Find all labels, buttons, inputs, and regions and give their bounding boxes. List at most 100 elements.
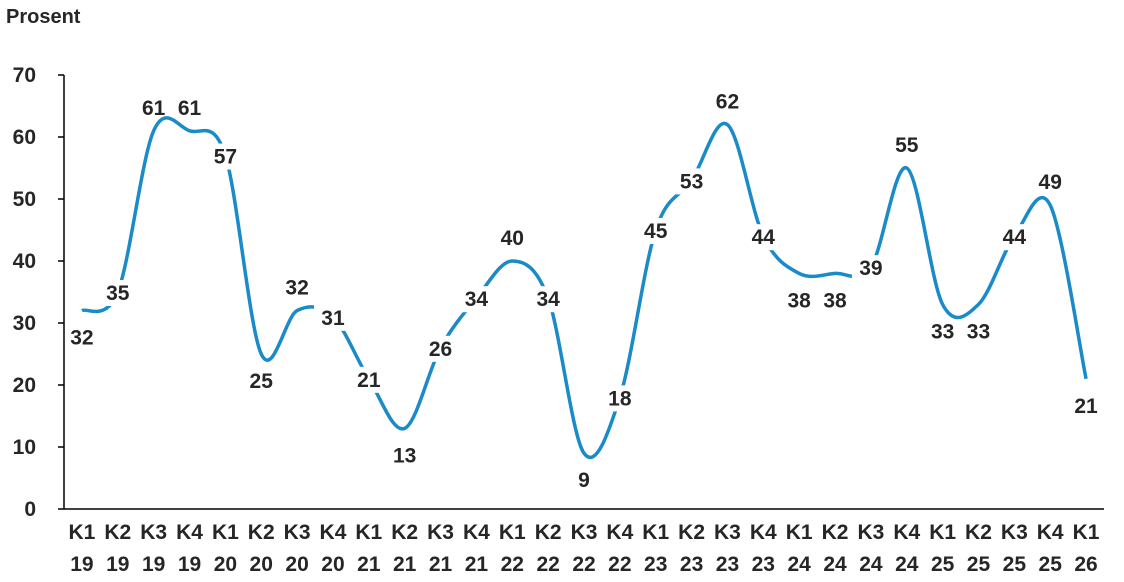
- x-tick-label-quarter: K2: [104, 521, 131, 544]
- data-label: 39: [859, 257, 882, 280]
- y-tick-labels: 0 10 20 30 40 50 60 70: [13, 64, 36, 521]
- data-label-bg: [529, 286, 568, 313]
- data-label: 44: [752, 226, 776, 249]
- y-tick-label: 10: [13, 436, 36, 459]
- data-label-bg: [995, 224, 1034, 251]
- x-tick-label-quarter: K2: [822, 521, 849, 544]
- x-tick-label-quarter: K1: [212, 521, 239, 544]
- data-label: 33: [967, 320, 990, 343]
- x-tick-label-year: 19: [178, 553, 201, 576]
- x-tick-label-year: 25: [1003, 553, 1027, 576]
- series-line: [81, 116, 1088, 460]
- x-tick-label-quarter: K1: [929, 521, 956, 544]
- x-tick-label-year: 21: [429, 553, 453, 576]
- data-label: 53: [680, 170, 703, 193]
- data-label: 32: [70, 327, 93, 350]
- x-tick-label-year: 25: [1039, 553, 1063, 576]
- x-tick-label-quarter: K1: [786, 521, 813, 544]
- x-tick-label-quarter: K2: [248, 521, 275, 544]
- x-tick-label-quarter: K4: [176, 521, 203, 544]
- data-label: 9: [578, 469, 590, 492]
- axes: [58, 74, 1104, 510]
- x-tick-label-quarter: K4: [893, 521, 920, 544]
- x-tick-label-quarter: K4: [606, 521, 633, 544]
- data-label-bg: [206, 143, 245, 170]
- data-label: 35: [106, 282, 130, 305]
- y-tick-label: 50: [13, 188, 36, 211]
- x-tick-label-year: 19: [70, 553, 93, 576]
- data-label-bg: [672, 168, 711, 195]
- x-tick-label-quarter: K3: [571, 521, 598, 544]
- y-tick-label: 30: [13, 312, 36, 335]
- data-label-bg: [600, 385, 639, 412]
- x-tick-label-year: 20: [214, 553, 237, 576]
- x-tick-label-quarter: K4: [1037, 521, 1064, 544]
- x-tick-label-year: 21: [393, 553, 417, 576]
- x-tick-label-year: 19: [142, 553, 165, 576]
- y-axis-title: Prosent: [6, 6, 81, 28]
- data-label-bg: [851, 255, 890, 282]
- data-label: 57: [214, 146, 237, 169]
- x-tick-label-quarter: K3: [140, 521, 167, 544]
- data-label: 38: [823, 289, 847, 312]
- x-tick-label-year: 20: [285, 553, 308, 576]
- data-label: 45: [644, 220, 668, 243]
- data-label: 38: [787, 289, 811, 312]
- data-labels: 32 35 61 61 57 25 32 31 21 13 26 34 40 34 9 18 45 53 62 44 3…: [70, 91, 1098, 493]
- x-tick-label-year: 25: [931, 553, 955, 576]
- x-tick-label-year: 22: [572, 553, 595, 576]
- x-tick-label-year: 22: [501, 553, 524, 576]
- x-tick-label-year: 24: [787, 553, 811, 576]
- data-label-bg: [421, 335, 460, 362]
- x-tick-label-year: 26: [1074, 553, 1097, 576]
- data-label: 31: [321, 307, 345, 330]
- data-label: 61: [178, 97, 202, 120]
- x-tick-label-quarter: K1: [355, 521, 382, 544]
- data-label: 21: [357, 369, 381, 392]
- x-tick-label-quarter: K1: [69, 521, 96, 544]
- x-tick-label-quarter: K1: [1073, 521, 1100, 544]
- x-tick-label-quarter: K3: [857, 521, 884, 544]
- data-label-bg: [744, 224, 783, 251]
- x-tick-label-quarter: K4: [320, 521, 347, 544]
- x-tick-label-year: 20: [250, 553, 273, 576]
- x-tick-label-year: 22: [536, 553, 559, 576]
- data-label: 21: [1074, 395, 1098, 418]
- data-label: 18: [608, 387, 632, 410]
- x-tick-label-year: 21: [357, 553, 381, 576]
- data-label: 49: [1039, 171, 1062, 194]
- x-tick-label-quarter: K1: [642, 521, 669, 544]
- data-label: 61: [142, 97, 166, 120]
- data-label-bg: [636, 218, 675, 244]
- data-label: 34: [465, 288, 489, 311]
- x-tick-label-quarter: K2: [678, 521, 705, 544]
- data-label: 33: [931, 320, 954, 343]
- data-label: 25: [250, 370, 274, 393]
- data-label: 55: [895, 134, 919, 157]
- x-tick-label-quarter: K2: [965, 521, 992, 544]
- x-tick-label-quarter: K3: [427, 521, 454, 544]
- x-tick-label-quarter: K4: [463, 521, 490, 544]
- x-tick-label-year: 20: [321, 553, 344, 576]
- x-tick-label-quarter: K2: [535, 521, 562, 544]
- data-label: 44: [1003, 226, 1027, 249]
- x-tick-label-year: 23: [716, 553, 739, 576]
- x-tick-label-year: 22: [608, 553, 631, 576]
- y-tick-label: 60: [13, 126, 36, 149]
- x-tick-label-quarter: K4: [750, 521, 777, 544]
- data-label-bg: [98, 280, 137, 306]
- x-tick-label-year: 23: [644, 553, 667, 576]
- x-tick-label-year: 21: [465, 553, 489, 576]
- x-tick-label-quarter: K3: [284, 521, 311, 544]
- y-tick-label: 70: [13, 64, 36, 87]
- x-tick-label-year: 24: [859, 553, 883, 576]
- y-tick-label: 40: [13, 250, 36, 273]
- data-label-bg: [313, 304, 352, 331]
- x-tick-label-year: 24: [823, 553, 847, 576]
- x-tick-label-quarter: K3: [1001, 521, 1028, 544]
- data-label-bg: [457, 286, 496, 313]
- data-label: 62: [716, 91, 739, 114]
- data-label: 34: [536, 288, 560, 311]
- x-tick-label-year: 25: [967, 553, 991, 576]
